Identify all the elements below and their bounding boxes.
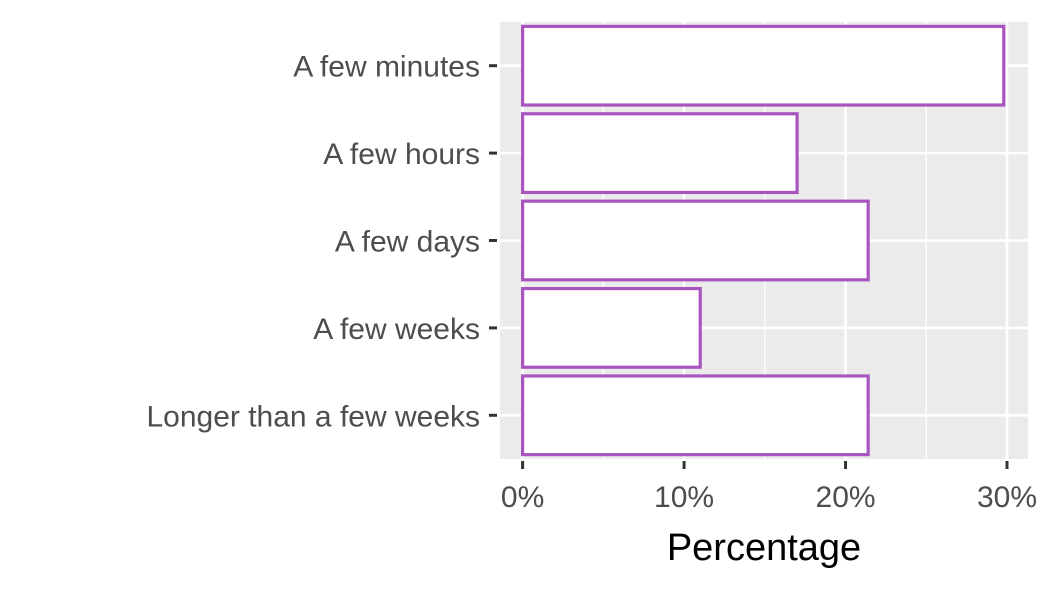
- y-tick-label: A few weeks: [313, 313, 480, 346]
- y-tick-label: A few days: [335, 226, 480, 259]
- x-tick-label: 10%: [654, 481, 714, 514]
- bar: [521, 199, 870, 282]
- bar: [521, 112, 799, 195]
- bar: [521, 24, 1006, 107]
- x-axis: 0% 10% 20% 30%: [501, 461, 1037, 514]
- x-axis-title: Percentage: [667, 527, 861, 569]
- y-tick-label: Longer than a few weeks: [146, 400, 480, 433]
- bar: [521, 286, 702, 369]
- y-tick-label: A few minutes: [293, 51, 480, 84]
- x-tick-label: 0%: [501, 481, 544, 514]
- y-tick-label: A few hours: [323, 138, 480, 171]
- y-axis: A few minutes A few hours A few days A few …: [146, 51, 497, 433]
- x-tick-label: 20%: [816, 481, 876, 514]
- x-tick-label: 30%: [977, 481, 1037, 514]
- bar: [521, 374, 870, 457]
- bars: [521, 24, 1006, 457]
